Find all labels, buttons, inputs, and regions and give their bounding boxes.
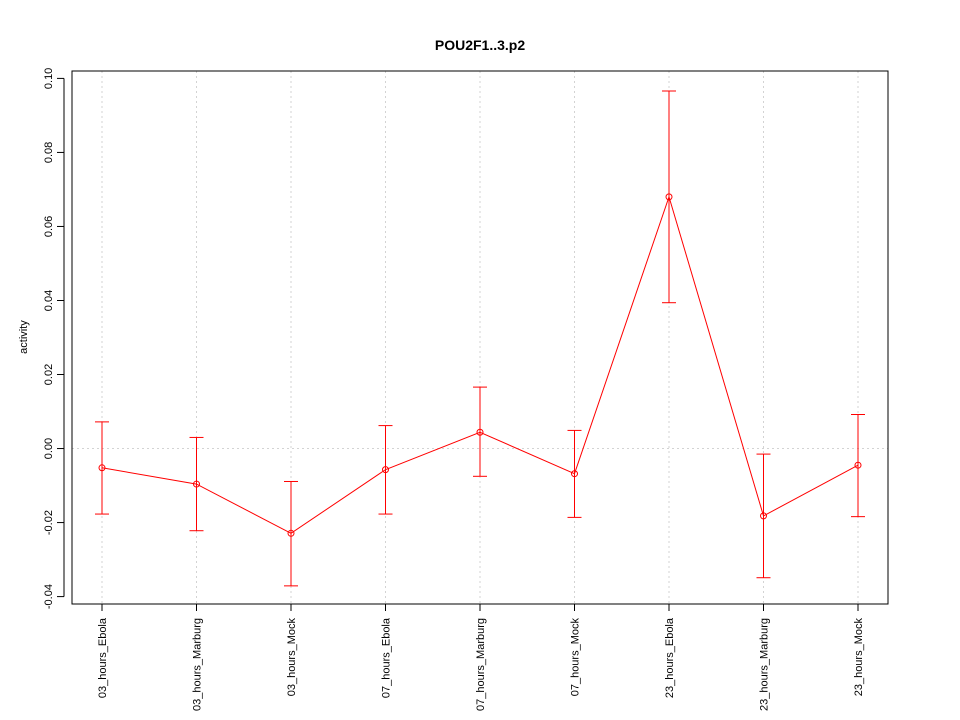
- y-axis-label: activity: [18, 320, 30, 354]
- data-point: [476, 428, 484, 436]
- y-axis: -0.04 -0.02 0.00 0.02 0.04 0.06 0.08 0.10: [43, 68, 65, 609]
- x-tick-label: 23_hours_Marburg: [759, 618, 771, 711]
- y-tick-label: 0.06: [43, 216, 55, 237]
- x-tick-label: 07_hours_Marburg: [475, 618, 487, 711]
- data-point: [98, 464, 106, 472]
- chart-title: POU2F1..3.p2: [435, 37, 525, 53]
- data-point: [760, 512, 767, 520]
- y-tick-label: -0.02: [43, 510, 55, 535]
- grid: [72, 71, 888, 604]
- x-tick-label: 03_hours_Ebola: [97, 617, 109, 698]
- y-tick-label: 0.10: [43, 68, 55, 89]
- x-tick-label: 03_hours_Marburg: [192, 618, 204, 711]
- data-point: [665, 193, 673, 201]
- y-tick-label: 0.02: [43, 364, 55, 385]
- data-point: [287, 529, 295, 537]
- x-tick-label: 03_hours_Mock: [286, 618, 298, 697]
- series-group: [95, 90, 865, 587]
- data-point: [854, 461, 862, 469]
- x-axis: 03_hours_Ebola 03_hours_Marburg 03_hours_M…: [97, 603, 865, 711]
- x-tick-label: 07_hours_Ebola: [381, 617, 393, 698]
- data-point: [193, 480, 200, 488]
- y-tick-label: 0.00: [43, 438, 55, 459]
- y-tick-label: -0.04: [43, 584, 55, 609]
- x-tick-label: 07_hours_Mock: [570, 618, 582, 697]
- y-tick-label: 0.08: [43, 142, 55, 163]
- y-tick-label: 0.04: [43, 290, 55, 311]
- data-point: [571, 470, 578, 478]
- data-point: [382, 466, 389, 474]
- x-tick-label: 23_hours_Ebola: [664, 617, 676, 698]
- x-tick-label: 23_hours_Mock: [853, 618, 865, 697]
